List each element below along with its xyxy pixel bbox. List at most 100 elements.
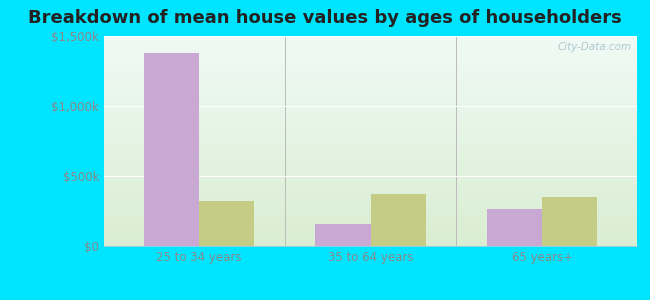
Bar <box>198 201 254 246</box>
Bar <box>104 175 637 177</box>
Bar <box>104 189 637 191</box>
Bar <box>104 229 637 231</box>
Bar <box>104 147 637 149</box>
Bar <box>104 236 637 238</box>
Bar <box>104 70 637 72</box>
Bar <box>104 238 637 240</box>
Bar <box>104 177 637 179</box>
Bar <box>104 137 637 139</box>
Bar <box>104 145 637 147</box>
Bar <box>104 91 637 93</box>
Bar <box>104 114 637 116</box>
Bar <box>104 212 637 214</box>
Bar <box>104 162 637 164</box>
Bar <box>104 164 637 166</box>
Bar <box>144 53 198 246</box>
Bar <box>104 40 637 42</box>
Bar <box>104 105 637 107</box>
Bar <box>104 196 637 198</box>
Bar <box>104 122 637 124</box>
Bar <box>104 219 637 221</box>
Bar <box>104 72 637 74</box>
Bar <box>104 242 637 244</box>
Bar <box>104 101 637 103</box>
Bar <box>104 141 637 143</box>
Bar <box>104 187 637 189</box>
Bar <box>104 53 637 55</box>
Bar <box>104 135 637 137</box>
Bar <box>104 63 637 65</box>
Bar <box>104 227 637 229</box>
Bar <box>104 198 637 200</box>
Bar <box>104 223 637 225</box>
Bar <box>104 65 637 68</box>
Bar <box>104 36 637 38</box>
Bar <box>104 68 637 70</box>
Bar <box>104 181 637 183</box>
Bar <box>104 194 637 196</box>
Bar <box>104 46 637 49</box>
Bar <box>104 179 637 181</box>
Bar <box>104 231 637 233</box>
Bar <box>104 172 637 175</box>
Bar <box>104 124 637 126</box>
Bar <box>488 209 543 246</box>
Bar <box>104 206 637 208</box>
Bar <box>104 143 637 145</box>
Bar <box>104 225 637 227</box>
Bar <box>104 170 637 172</box>
Bar <box>104 200 637 202</box>
Bar <box>370 194 426 246</box>
Bar <box>104 139 637 141</box>
Bar <box>104 80 637 82</box>
Bar <box>104 42 637 44</box>
Text: City-Data.com: City-Data.com <box>558 42 632 52</box>
Bar <box>104 49 637 51</box>
Bar <box>104 130 637 133</box>
Bar <box>104 168 637 170</box>
Bar <box>315 224 370 246</box>
Bar <box>104 154 637 156</box>
Bar <box>104 116 637 118</box>
Bar <box>104 118 637 120</box>
Bar <box>104 126 637 128</box>
Bar <box>104 152 637 154</box>
Bar <box>104 210 637 212</box>
Bar <box>104 128 637 130</box>
Bar <box>104 185 637 187</box>
Bar <box>104 160 637 162</box>
Bar <box>104 99 637 101</box>
Bar <box>104 166 637 168</box>
Bar <box>104 76 637 78</box>
Bar <box>104 204 637 206</box>
Bar <box>104 86 637 88</box>
Bar <box>104 156 637 158</box>
Bar <box>104 240 637 242</box>
Bar <box>104 74 637 76</box>
Bar <box>104 51 637 53</box>
Bar <box>104 93 637 95</box>
Bar <box>104 183 637 185</box>
Bar <box>104 217 637 219</box>
Bar <box>104 103 637 105</box>
Bar <box>104 221 637 223</box>
Bar <box>104 57 637 59</box>
Bar <box>104 95 637 97</box>
Bar <box>104 82 637 84</box>
Bar <box>104 244 637 246</box>
Bar <box>104 202 637 204</box>
Bar <box>104 38 637 40</box>
Bar <box>104 133 637 135</box>
Bar <box>104 112 637 114</box>
Bar <box>104 44 637 46</box>
Bar <box>104 158 637 160</box>
Bar <box>104 107 637 110</box>
Bar <box>104 88 637 91</box>
Bar <box>104 61 637 63</box>
Text: Breakdown of mean house values by ages of householders: Breakdown of mean house values by ages o… <box>28 9 622 27</box>
Bar <box>543 197 597 246</box>
Bar <box>104 84 637 86</box>
Bar <box>104 149 637 152</box>
Bar <box>104 110 637 112</box>
Bar <box>104 214 637 217</box>
